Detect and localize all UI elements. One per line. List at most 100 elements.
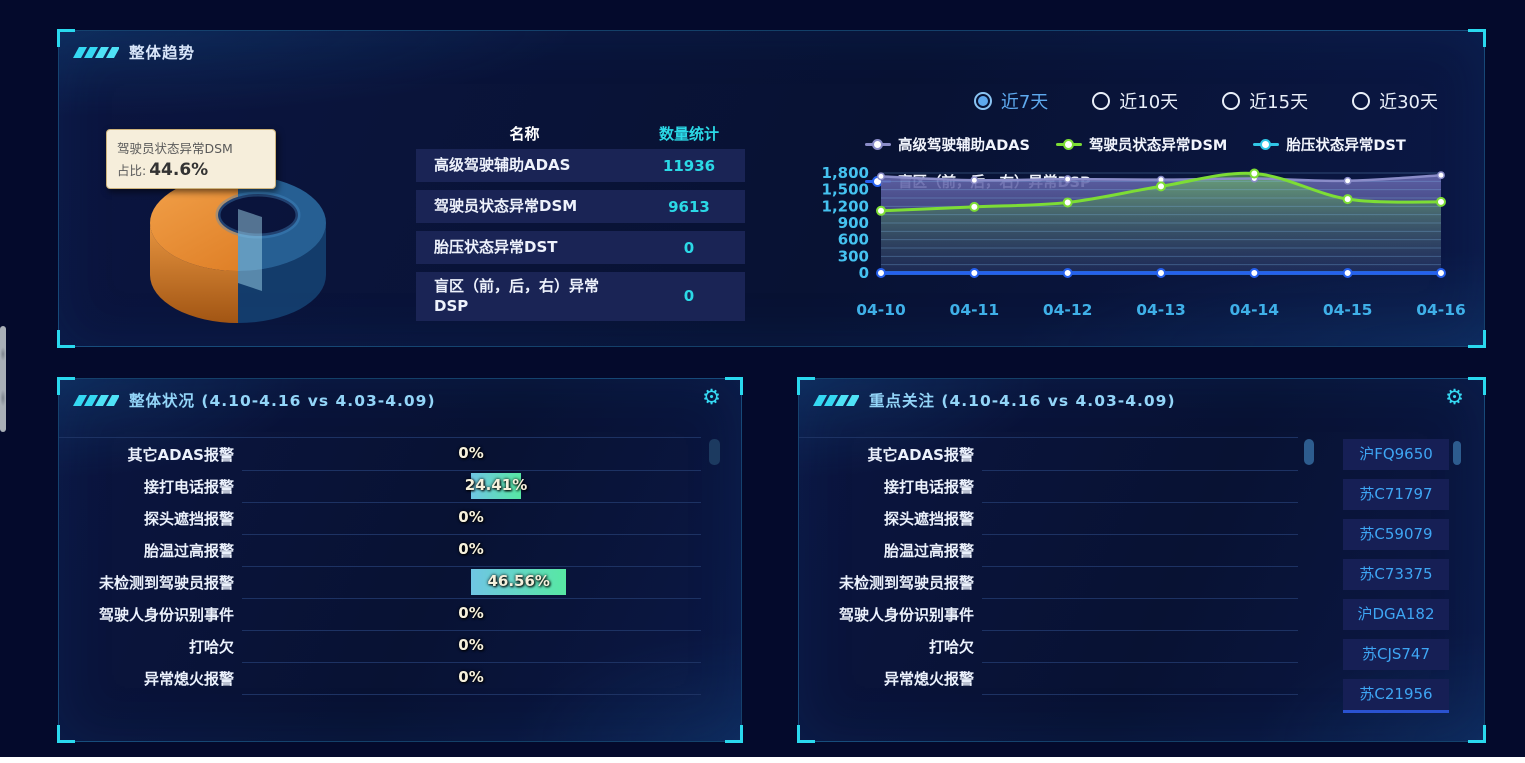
data-point (876, 205, 886, 216)
panel-title: 重点关注 (4.10-4.16 vs 4.03-4.09) (869, 392, 1176, 410)
table-cell-count: 9613 (668, 197, 710, 216)
table-row: 驾驶员状态异常DSM 9613 (416, 190, 745, 223)
table-cell-name: 胎压状态异常DST (434, 238, 558, 257)
data-point (969, 201, 980, 212)
vehicle-plate-button-3[interactable]: 苏C73375 (1343, 559, 1449, 590)
radio-circle-icon (1092, 92, 1111, 110)
status-bar (471, 472, 522, 499)
status-row-label: 打哈欠 (188, 637, 234, 656)
vehicle-plate-button-6[interactable]: 苏C21956 (1343, 679, 1449, 713)
time-filter-radio-0[interactable]: 近7天 (973, 88, 1048, 114)
focus-row: 驾驶人身份识别事件 (799, 598, 1298, 631)
focus-row-label: 异常熄火报警 (883, 669, 974, 688)
table-cell-count: 0 (683, 238, 695, 257)
corner-decoration (725, 377, 743, 395)
focus-row-label: 探头遮挡报警 (883, 509, 974, 528)
time-filter-radio-1[interactable]: 近10天 (1092, 88, 1178, 114)
focus-row: 未检测到驾驶员报警 (799, 566, 1298, 599)
focus-row-track (982, 566, 1298, 599)
focus-row-label: 胎温过高报警 (883, 541, 974, 560)
status-row-track: 0% (242, 534, 701, 567)
table-header-count: 数量统计 (658, 124, 719, 143)
status-row-track: 0% (242, 598, 701, 631)
status-panel-header: 整体状况 (4.10-4.16 vs 4.03-4.09) (73, 389, 436, 411)
donut-cut-face (238, 209, 262, 291)
tooltip-series-name: 驾驶员状态异常DSM (117, 141, 233, 156)
legend-marker-icon (1055, 139, 1082, 150)
triple-chevron-icon (73, 46, 119, 58)
area-series-1 (881, 173, 1441, 273)
status-value: 0% (458, 539, 484, 558)
y-axis-tick: 1,200 (822, 197, 869, 215)
status-row-track: 0% (242, 502, 701, 535)
y-axis-tick: 900 (838, 214, 869, 232)
data-point (970, 176, 979, 185)
status-row: 异常熄火报警 0% (59, 662, 701, 695)
panel-title: 整体状况 (4.10-4.16 vs 4.03-4.09) (129, 392, 436, 410)
vehicle-plate-button-4[interactable]: 沪DGA182 (1343, 599, 1449, 630)
radio-label: 近30天 (1379, 92, 1438, 113)
legend-item-2[interactable]: 胎压状态异常DST (1253, 134, 1406, 155)
trend-summary-table: 名称 数量统计 高级驾驶辅助ADAS 11936 驾驶员状态异常DSM 9613 胎压状… (416, 117, 745, 329)
settings-gear-icon[interactable]: ⚙ (1445, 385, 1464, 409)
corner-decoration (1468, 330, 1486, 348)
y-axis-tick: 1,500 (822, 181, 869, 199)
legend-label: 高级驾驶辅助ADAS (898, 138, 1030, 154)
x-axis-tick: 04-13 (1136, 301, 1186, 319)
data-point (1342, 194, 1353, 205)
x-axis-tick: 04-10 (856, 301, 906, 319)
tooltip-value-line: 占比: 44.6% (117, 160, 209, 180)
corner-decoration (57, 330, 75, 348)
corner-decoration (57, 29, 75, 47)
vehicle-plate-button-2[interactable]: 苏C59079 (1343, 519, 1449, 550)
data-point (877, 172, 885, 181)
corner-decoration (797, 725, 815, 743)
data-point (1435, 196, 1446, 207)
legend-item-0[interactable]: 高级驾驶辅助ADAS (865, 134, 1030, 155)
tooltip-percentage: 44.6% (149, 160, 209, 180)
status-row-label: 异常熄火报警 (143, 669, 234, 688)
table-cell-name: 驾驶员状态异常DSM (434, 197, 578, 216)
status-row-label: 探头遮挡报警 (143, 509, 234, 528)
x-axis-tick: 04-12 (1043, 301, 1093, 319)
scrollbar-thumb[interactable] (1453, 441, 1461, 465)
status-value: 46.56% (487, 571, 550, 590)
vehicle-plate-button-1[interactable]: 苏C71797 (1343, 479, 1449, 510)
data-point (1437, 171, 1445, 180)
legend-label: 驾驶员状态异常DSM (1088, 138, 1228, 154)
scrollbar-thumb[interactable] (1304, 439, 1314, 465)
corner-decoration (57, 377, 75, 395)
focus-row-label: 其它ADAS报警 (867, 445, 974, 464)
table-cell-name: 高级驾驶辅助ADAS (434, 156, 571, 175)
table-row: 盲区（前，后，右）异常DSP 0 (416, 272, 745, 321)
scrollbar-thumb[interactable] (709, 439, 720, 465)
focus-row-track (982, 502, 1298, 535)
status-panel: 整体状况 (4.10-4.16 vs 4.03-4.09) ⚙ 其它ADAS报警… (57, 377, 743, 743)
status-row: 其它ADAS报警 0% (59, 438, 701, 471)
corner-decoration (1468, 29, 1486, 47)
table-row: 高级驾驶辅助ADAS 11936 (416, 149, 745, 182)
vehicle-plate-button-0[interactable]: 沪FQ9650 (1343, 439, 1449, 470)
x-axis-tick: 04-15 (1323, 301, 1373, 319)
time-filter-radio-2[interactable]: 近15天 (1222, 88, 1308, 114)
vehicle-plate-button-5[interactable]: 苏CJS747 (1343, 639, 1449, 670)
page-bottom-strip (0, 757, 1525, 763)
vehicle-plate-list: 沪FQ9650 苏C71797 苏C59079 苏C73375 沪DGA182 苏CJS7… (1343, 439, 1449, 722)
legend-item-1[interactable]: 驾驶员状态异常DSM (1055, 134, 1228, 155)
status-row: 打哈欠 0% (59, 630, 701, 663)
focus-row: 胎温过高报警 (799, 534, 1298, 567)
table-cell-count: 0 (683, 287, 695, 306)
time-filter-radio-3[interactable]: 近30天 (1352, 88, 1438, 114)
data-point (969, 268, 980, 278)
corner-decoration (1468, 377, 1486, 395)
time-range-radio-group: 近7天 近10天 近15天 近30天 (973, 88, 1438, 114)
radio-circle-icon (973, 92, 992, 110)
donut-slice-adas-side (238, 223, 326, 323)
status-bar-list: 其它ADAS报警 0% 接打电话报警 24.41% 探头遮挡报警 0% 胎温过高报警 0% 未检… (59, 437, 701, 695)
y-axis-tick: 600 (838, 231, 869, 249)
data-point (876, 268, 886, 278)
status-value: 0% (458, 603, 484, 622)
status-value: 0% (458, 507, 484, 526)
settings-gear-icon[interactable]: ⚙ (702, 385, 721, 409)
